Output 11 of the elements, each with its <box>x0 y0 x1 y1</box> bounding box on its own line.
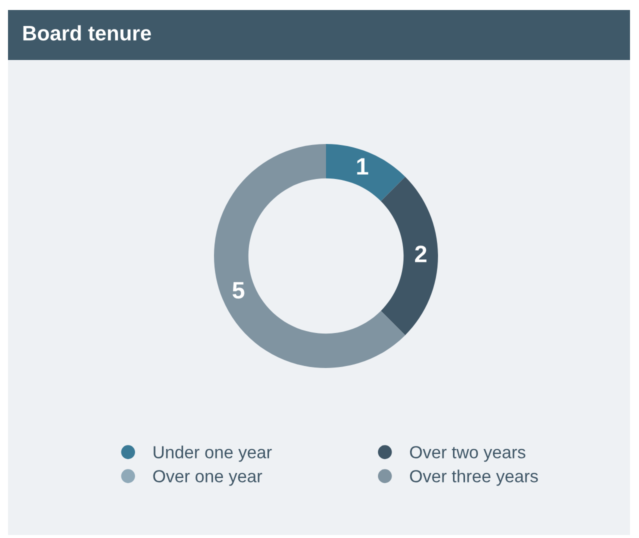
data-label: 2 <box>415 246 426 262</box>
legend-label: Over three years <box>410 470 538 486</box>
donut-slice <box>380 176 438 336</box>
legend-label: Under one year <box>154 446 272 462</box>
chart-title: Board tenure <box>23 25 151 41</box>
donut-slice <box>326 144 406 202</box>
data-label: 5 <box>232 282 244 299</box>
legend-label: Over two years <box>410 446 526 462</box>
donut-slice <box>214 144 406 368</box>
data-label: 1 <box>357 158 368 175</box>
legend-label: Over one year <box>153 470 262 486</box>
